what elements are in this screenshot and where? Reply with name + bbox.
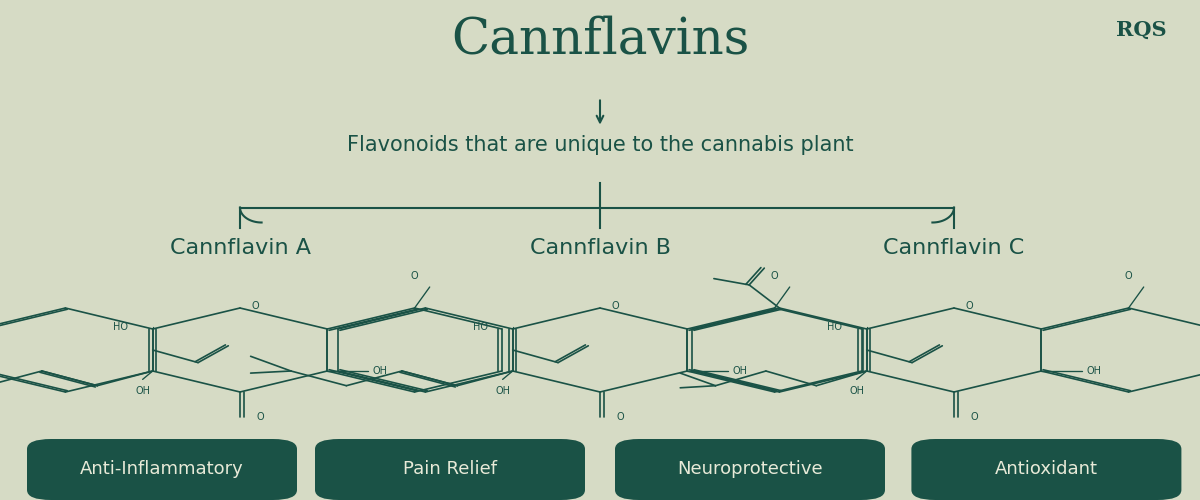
Text: OH: OH <box>496 386 510 396</box>
Text: Pain Relief: Pain Relief <box>403 460 497 478</box>
Text: HO: HO <box>113 322 127 332</box>
Text: O: O <box>611 301 619 311</box>
Text: O: O <box>410 270 419 280</box>
Text: Flavonoids that are unique to the cannabis plant: Flavonoids that are unique to the cannab… <box>347 135 853 155</box>
Text: Cannflavin A: Cannflavin A <box>169 238 311 258</box>
Text: Cannflavins: Cannflavins <box>451 15 749 64</box>
Text: HO: HO <box>473 322 487 332</box>
Text: Cannflavin C: Cannflavin C <box>883 238 1025 258</box>
Text: Anti-Inflammatory: Anti-Inflammatory <box>80 460 244 478</box>
Text: O: O <box>251 301 259 311</box>
Text: OH: OH <box>373 366 388 376</box>
Text: Neuroprotective: Neuroprotective <box>677 460 823 478</box>
FancyBboxPatch shape <box>314 439 584 500</box>
Text: O: O <box>1124 270 1133 280</box>
Text: Cannflavin B: Cannflavin B <box>529 238 671 258</box>
FancyBboxPatch shape <box>28 439 298 500</box>
Text: OH: OH <box>136 386 150 396</box>
Text: OH: OH <box>1087 366 1102 376</box>
Text: OH: OH <box>733 366 748 376</box>
Text: HO: HO <box>827 322 841 332</box>
Text: OH: OH <box>850 386 864 396</box>
Text: RQS: RQS <box>1116 20 1166 40</box>
Text: O: O <box>257 412 264 422</box>
Text: O: O <box>617 412 624 422</box>
FancyBboxPatch shape <box>616 439 884 500</box>
Text: O: O <box>971 412 978 422</box>
Text: O: O <box>770 270 779 280</box>
FancyBboxPatch shape <box>912 439 1181 500</box>
Text: O: O <box>965 301 973 311</box>
Text: Antioxidant: Antioxidant <box>995 460 1098 478</box>
